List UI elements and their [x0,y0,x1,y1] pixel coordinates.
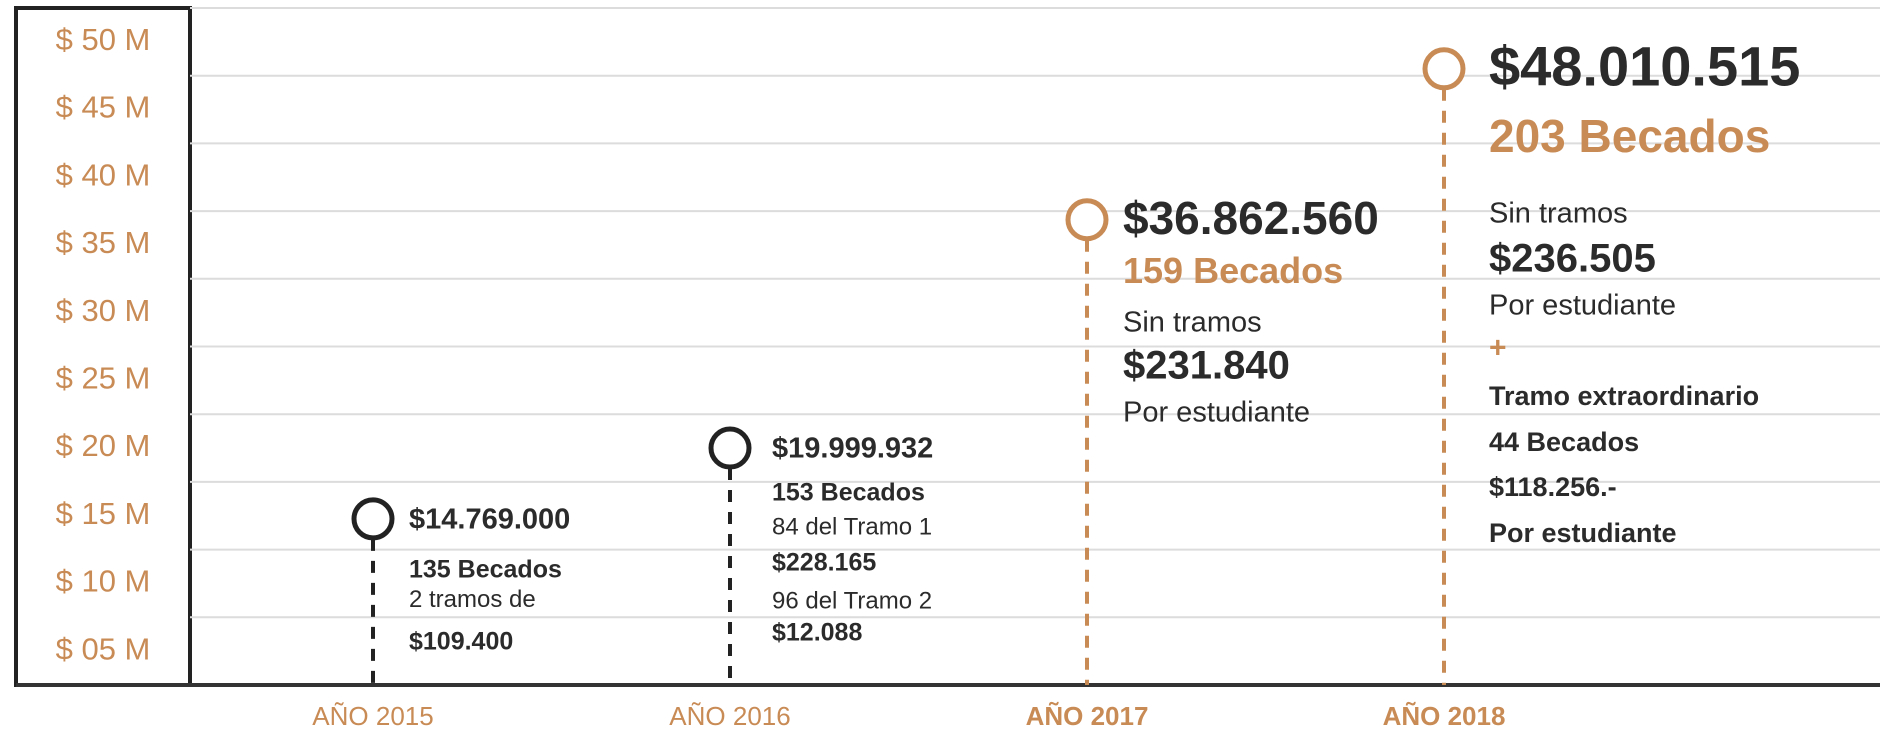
y-tick-label: $ 35 M [56,225,151,260]
value-label: $19.999.932 [772,433,933,465]
annotation: 2 tramos de [409,586,536,613]
annotation: 44 Becados [1489,427,1639,457]
annotation: 159 Becados [1123,250,1343,291]
y-tick-label: $ 25 M [56,361,151,396]
annotation: Por estudiante [1123,396,1310,428]
y-tick-label: $ 40 M [56,157,151,192]
annotation: Por estudiante [1489,289,1676,321]
y-tick-label: $ 10 M [56,564,151,599]
x-tick-label: AÑO 2018 [1383,701,1506,731]
annotation: Tramo extraordinario [1489,381,1759,411]
y-tick-label: $ 30 M [56,293,151,328]
x-tick-label: AÑO 2015 [312,701,433,731]
annotation: Sin tramos [1489,197,1628,229]
point [351,497,395,541]
value-label: $36.862.560 [1123,192,1379,244]
y-tick-label: $ 50 M [56,22,151,57]
annotation: 96 del Tramo 2 [772,587,932,614]
y-tick-label: $ 20 M [56,428,151,463]
point [1065,198,1109,242]
value-label: $48.010.515 [1489,35,1800,98]
annotation: Sin tramos [1123,306,1262,338]
point [708,426,752,470]
y-tick-label: $ 45 M [56,90,151,125]
annotation: 135 Becados [409,555,562,583]
y-tick-label: $ 05 M [56,631,151,666]
annotation: 203 Becados [1489,110,1770,162]
annotation: $236.505 [1489,236,1656,280]
x-tick-label: AÑO 2017 [1026,701,1149,731]
value-label: $14.769.000 [409,504,570,536]
annotation: Por estudiante [1489,518,1677,548]
y-tick-label: $ 15 M [56,496,151,531]
annotation: $118.256.- [1489,472,1617,502]
annotation: $228.165 [772,549,876,577]
annotation: 153 Becados [772,479,925,507]
annotation: $12.088 [772,619,862,647]
x-tick-label: AÑO 2016 [669,701,790,731]
annotation: + [1489,332,1507,365]
annotation: 84 del Tramo 1 [772,513,932,540]
point [1422,47,1466,91]
annotation: $109.400 [409,627,513,655]
annotation: $231.840 [1123,343,1290,387]
